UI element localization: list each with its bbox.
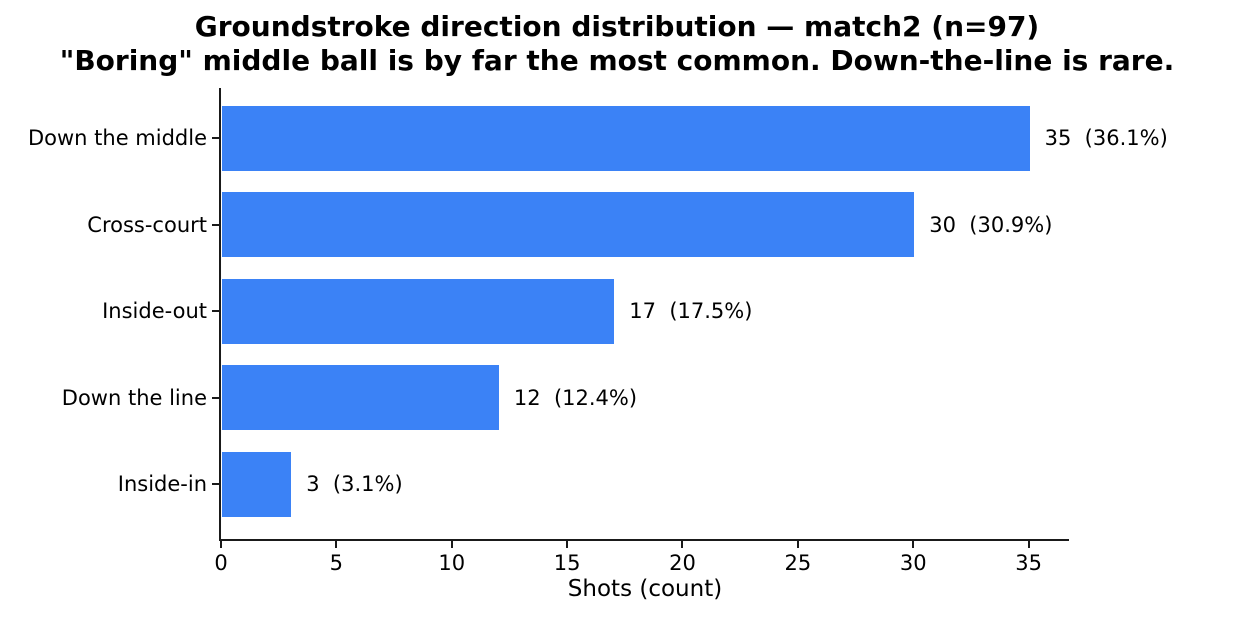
category-label: Inside-in: [117, 472, 207, 496]
bar: [222, 192, 915, 257]
x-tick-mark: [450, 539, 453, 548]
value-label: 3 (3.1%): [306, 472, 403, 496]
y-tick-mark: [212, 137, 220, 139]
y-tick-mark: [212, 223, 220, 226]
x-axis-line: [219, 539, 1069, 541]
x-tick-label: 30: [899, 551, 927, 575]
category-label: Down the line: [61, 385, 207, 410]
x-tick-mark: [220, 539, 222, 548]
x-tick-mark: [796, 539, 799, 548]
x-tick-label: 15: [553, 551, 581, 575]
x-tick-label: 25: [784, 551, 812, 575]
x-tick-mark: [1027, 539, 1030, 548]
y-axis-spine: [219, 88, 221, 541]
y-tick-mark: [212, 396, 220, 399]
y-tick-mark: [212, 483, 220, 485]
value-label: 35 (36.1%): [1044, 126, 1168, 150]
x-tick-mark: [681, 539, 684, 548]
x-tick-label: 0: [214, 551, 228, 575]
value-label: 30 (30.9%): [929, 212, 1053, 237]
chart-subtitle: "Boring" middle ball is by far the most …: [59, 44, 1175, 77]
bar: [222, 278, 615, 344]
x-axis-label: Shots (count): [567, 576, 723, 602]
x-tick-mark: [912, 539, 915, 548]
chart-title: Groundstroke direction distribution — ma…: [194, 10, 1040, 43]
value-label: 17 (17.5%): [629, 299, 753, 323]
x-tick-label: 35: [1015, 551, 1042, 575]
y-tick-mark: [212, 310, 220, 312]
x-tick-label: 20: [669, 551, 696, 575]
x-tick-label: 10: [438, 551, 466, 575]
title-block: Groundstroke direction distribution — ma…: [0, 10, 1234, 78]
category-label: Down the middle: [27, 126, 207, 150]
bar: [222, 451, 292, 517]
bar: [222, 365, 499, 430]
bar: [222, 105, 1030, 171]
x-tick-label: 5: [329, 551, 344, 575]
category-label: Inside-out: [102, 299, 207, 323]
x-tick-mark: [566, 539, 569, 548]
category-label: Cross-court: [87, 212, 207, 237]
x-tick-mark: [335, 539, 338, 548]
value-label: 12 (12.4%): [513, 385, 638, 410]
